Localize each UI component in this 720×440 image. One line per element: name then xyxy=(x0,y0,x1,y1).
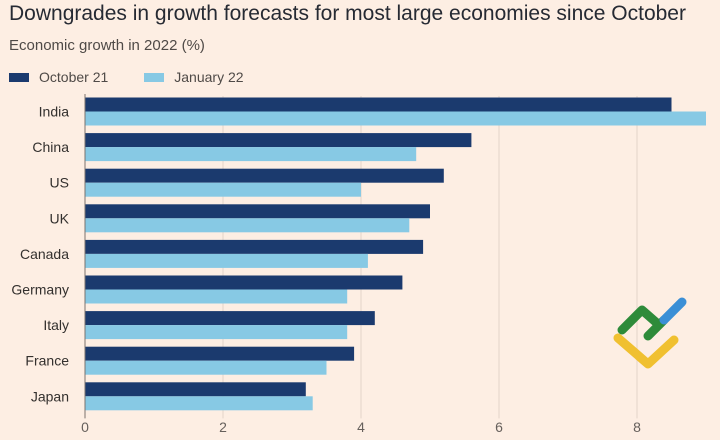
category-label-france: France xyxy=(25,353,69,369)
category-label-japan: Japan xyxy=(31,388,69,404)
bar-january-uk xyxy=(85,218,410,233)
bar-january-japan xyxy=(85,396,313,411)
bar-october-india xyxy=(85,97,672,112)
bar-january-italy xyxy=(85,325,348,340)
x-tick-label-8: 8 xyxy=(633,419,641,435)
legend: October 21 January 22 xyxy=(9,68,280,86)
bar-october-japan xyxy=(85,382,306,397)
bar-october-italy xyxy=(85,311,375,326)
x-tick-label-4: 4 xyxy=(357,419,365,435)
bar-january-canada xyxy=(85,253,368,268)
x-tick-label-2: 2 xyxy=(219,419,227,435)
bar-january-france xyxy=(85,360,327,375)
bar-october-uk xyxy=(85,204,430,219)
category-label-india: India xyxy=(39,104,70,120)
x-tick-label-6: 6 xyxy=(495,419,503,435)
bar-january-china xyxy=(85,147,417,162)
x-tick-label-0: 0 xyxy=(81,419,89,435)
category-label-germany: Germany xyxy=(11,282,69,298)
legend-label-january: January 22 xyxy=(174,69,244,85)
bar-january-india xyxy=(85,111,706,126)
chart-title: Downgrades in growth forecasts for most … xyxy=(9,2,686,25)
category-label-italy: Italy xyxy=(43,317,69,333)
legend-item-january: January 22 xyxy=(144,69,244,85)
category-label-canada: Canada xyxy=(20,246,69,262)
legend-swatch-january xyxy=(144,72,165,82)
watermark-logo-icon xyxy=(613,297,687,369)
bar-october-china xyxy=(85,133,472,148)
chart-subtitle: Economic growth in 2022 (%) xyxy=(9,37,205,54)
legend-label-october: October 21 xyxy=(39,69,109,85)
bar-october-france xyxy=(85,346,355,361)
legend-item-october: October 21 xyxy=(9,69,108,85)
category-label-china: China xyxy=(32,139,69,155)
category-label-us: US xyxy=(50,175,69,191)
legend-swatch-october xyxy=(9,72,29,82)
bar-october-us xyxy=(85,168,444,183)
bar-october-canada xyxy=(85,239,424,254)
bar-january-us xyxy=(85,182,361,197)
bar-october-germany xyxy=(85,275,403,290)
category-label-uk: UK xyxy=(50,210,70,226)
bar-january-germany xyxy=(85,289,348,304)
